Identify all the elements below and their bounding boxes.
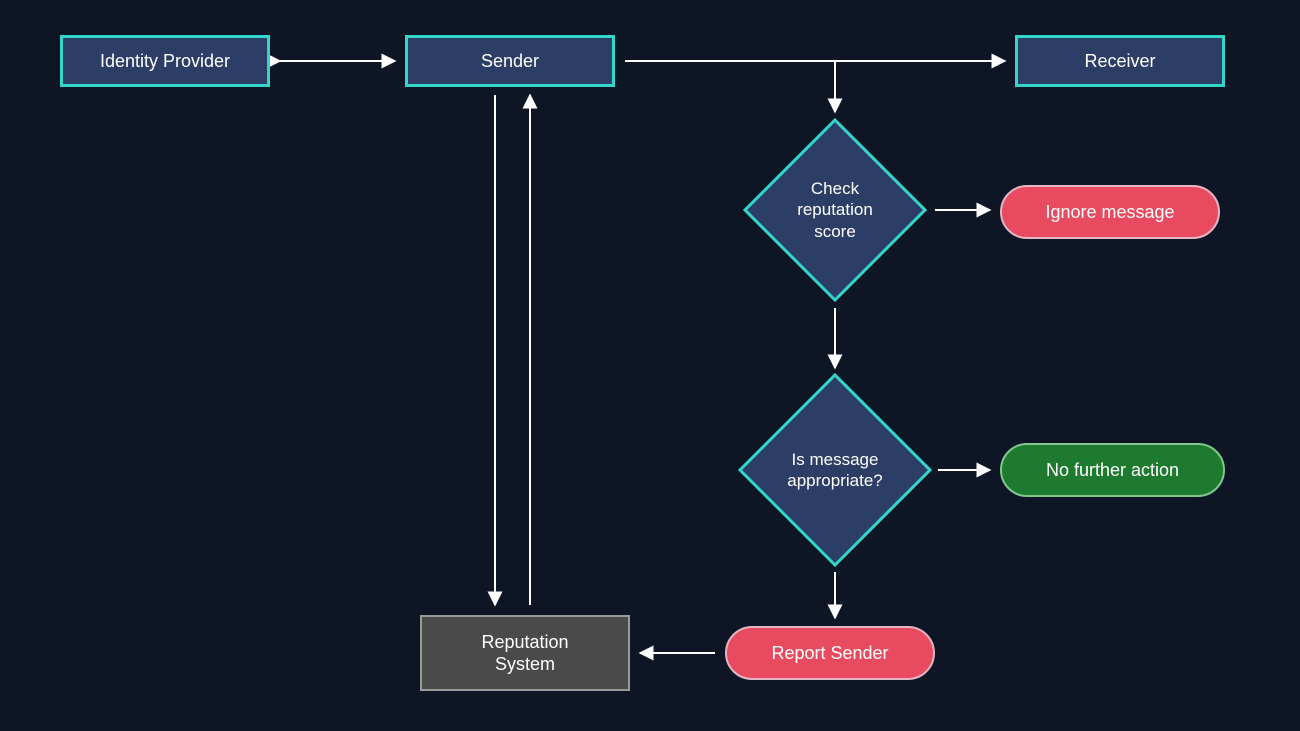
- node-no_further_action: No further action: [1000, 443, 1225, 497]
- node-label-is_appropriate: Is message appropriate?: [777, 445, 892, 496]
- node-ignore_message: Ignore message: [1000, 185, 1220, 239]
- node-sender: Sender: [405, 35, 615, 87]
- node-label-identity_provider: Identity Provider: [90, 46, 240, 77]
- node-label-ignore_message: Ignore message: [1035, 197, 1184, 228]
- edges-layer: [0, 0, 1300, 731]
- node-label-report_sender: Report Sender: [761, 638, 898, 669]
- node-report_sender: Report Sender: [725, 626, 935, 680]
- flowchart-canvas: Identity Provider Sender Receiver Check rep…: [0, 0, 1300, 731]
- node-label-reputation_system: Reputation System: [471, 627, 578, 680]
- node-is_appropriate: Is message appropriate?: [740, 375, 930, 565]
- node-label-no_further_action: No further action: [1036, 455, 1189, 486]
- node-reputation_system: Reputation System: [420, 615, 630, 691]
- node-identity_provider: Identity Provider: [60, 35, 270, 87]
- node-check_reputation: Check reputation score: [745, 120, 925, 300]
- node-receiver: Receiver: [1015, 35, 1225, 87]
- node-label-sender: Sender: [471, 46, 549, 77]
- node-label-check_reputation: Check reputation score: [787, 174, 883, 246]
- node-label-receiver: Receiver: [1074, 46, 1165, 77]
